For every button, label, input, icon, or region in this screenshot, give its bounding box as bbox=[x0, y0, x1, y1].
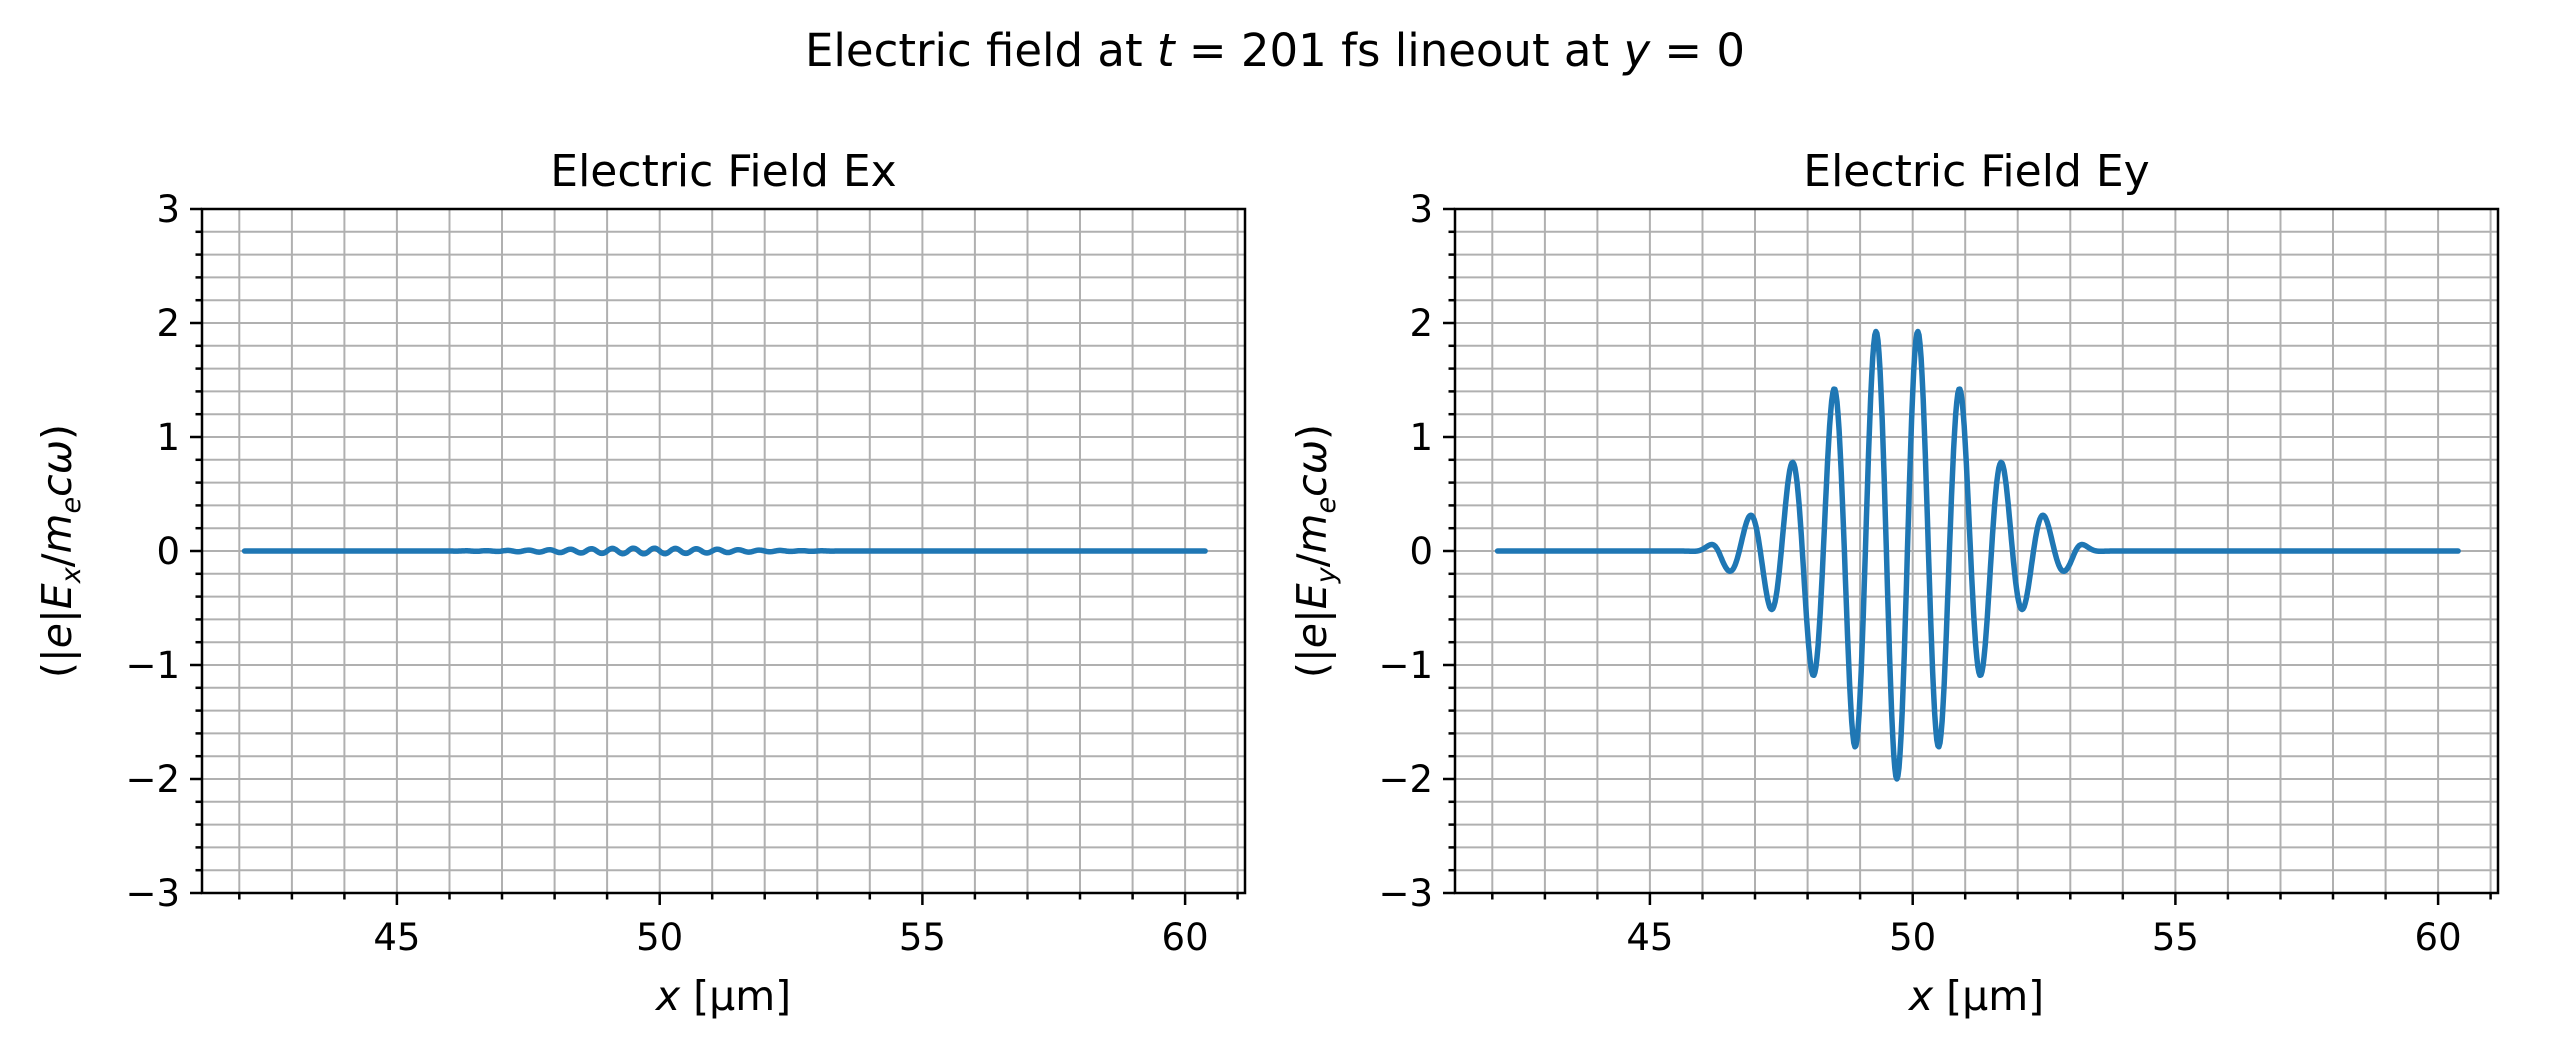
ylabel-part: / bbox=[1288, 553, 1336, 568]
x-tick-label: 60 bbox=[2415, 916, 2462, 959]
subplot-ey-axes: 45 50 55 60 3 2 1 0 −1 −2 −3 bbox=[1378, 188, 2500, 959]
y-tick-label: 2 bbox=[156, 302, 180, 345]
ylabel-subscript: e bbox=[56, 496, 88, 514]
y-tick-label: 2 bbox=[1409, 302, 1433, 345]
x-tick-label: 50 bbox=[636, 916, 683, 959]
ylabel-part: (| bbox=[33, 648, 81, 679]
xlabel-unit: [μm] bbox=[680, 972, 792, 1020]
ylabel-part: E bbox=[1288, 583, 1336, 610]
y-tick-label: −2 bbox=[1378, 758, 1433, 801]
ylabel-part: / bbox=[33, 553, 81, 568]
ylabel-part: ) bbox=[33, 423, 81, 440]
x-tick-label: 45 bbox=[1626, 916, 1673, 959]
ylabel-part: e bbox=[1288, 623, 1336, 649]
y-tick-label: 3 bbox=[156, 188, 180, 231]
ylabel-part: m bbox=[1288, 513, 1336, 554]
subplot-ey-ylabel: (|e|Ey/mecω) bbox=[1284, 251, 1343, 851]
ylabel-subscript: x bbox=[56, 567, 88, 584]
xlabel-var: x bbox=[1908, 972, 1934, 1020]
x-tick-label: 55 bbox=[2152, 916, 2199, 959]
suptitle-text: Electric field at bbox=[804, 24, 1157, 77]
x-tick-label: 60 bbox=[1162, 916, 1209, 959]
series-line-ey bbox=[1494, 328, 2461, 782]
suptitle-text: = 201 fs lineout at bbox=[1174, 24, 1624, 77]
tick-marks bbox=[190, 207, 1239, 905]
suptitle-var-t: t bbox=[1156, 24, 1175, 77]
ylabel-part: c bbox=[1288, 474, 1336, 497]
ylabel-part: ω bbox=[1288, 439, 1336, 475]
y-tick-label: 0 bbox=[1409, 530, 1433, 573]
ylabel-part: ω bbox=[33, 439, 81, 475]
y-tick-label: −3 bbox=[1378, 872, 1433, 915]
ylabel-part: ) bbox=[1288, 423, 1336, 440]
ylabel-part: E bbox=[33, 583, 81, 610]
suptitle-var-y: y bbox=[1623, 24, 1651, 77]
x-tick-label: 55 bbox=[899, 916, 946, 959]
ylabel-part: e bbox=[33, 623, 81, 649]
xlabel-unit: [μm] bbox=[1933, 972, 2045, 1020]
ylabel-subscript: y bbox=[1311, 567, 1343, 584]
subplot-ex-ylabel: (|e|Ex/mecω) bbox=[29, 251, 88, 851]
y-tick-label: −1 bbox=[125, 644, 180, 687]
y-tick-label: 1 bbox=[1409, 416, 1433, 459]
subplot-ex-title: Electric Field Ex bbox=[550, 146, 897, 197]
ylabel-part: | bbox=[33, 609, 81, 624]
y-tick-label: −2 bbox=[125, 758, 180, 801]
x-tick-label: 45 bbox=[373, 916, 420, 959]
subplot-ex-axes: 45 50 55 60 3 2 1 0 −1 −2 −3 bbox=[125, 188, 1247, 959]
tick-marks bbox=[1443, 207, 2492, 905]
ylabel-part: m bbox=[33, 513, 81, 554]
ylabel-part: | bbox=[1288, 609, 1336, 624]
subplot-ey-title: Electric Field Ey bbox=[1803, 146, 2150, 197]
ylabel-subscript: e bbox=[1311, 496, 1343, 514]
ylabel-part: c bbox=[33, 474, 81, 497]
subplot-ex-xlabel: x [μm] bbox=[202, 972, 1245, 1020]
suptitle-text: = 0 bbox=[1650, 24, 1746, 77]
y-tick-label: 3 bbox=[1409, 188, 1433, 231]
y-tick-label: 0 bbox=[156, 530, 180, 573]
y-tick-label: 1 bbox=[156, 416, 180, 459]
subplot-ey-xlabel: x [μm] bbox=[1455, 972, 2498, 1020]
series-line-ex bbox=[241, 545, 1208, 557]
figure-suptitle: Electric field at t = 201 fs lineout at … bbox=[0, 24, 2550, 77]
y-tick-label: −3 bbox=[125, 872, 180, 915]
ylabel-part: (| bbox=[1288, 648, 1336, 679]
y-tick-label: −1 bbox=[1378, 644, 1433, 687]
x-tick-label: 50 bbox=[1889, 916, 1936, 959]
xlabel-var: x bbox=[655, 972, 681, 1020]
